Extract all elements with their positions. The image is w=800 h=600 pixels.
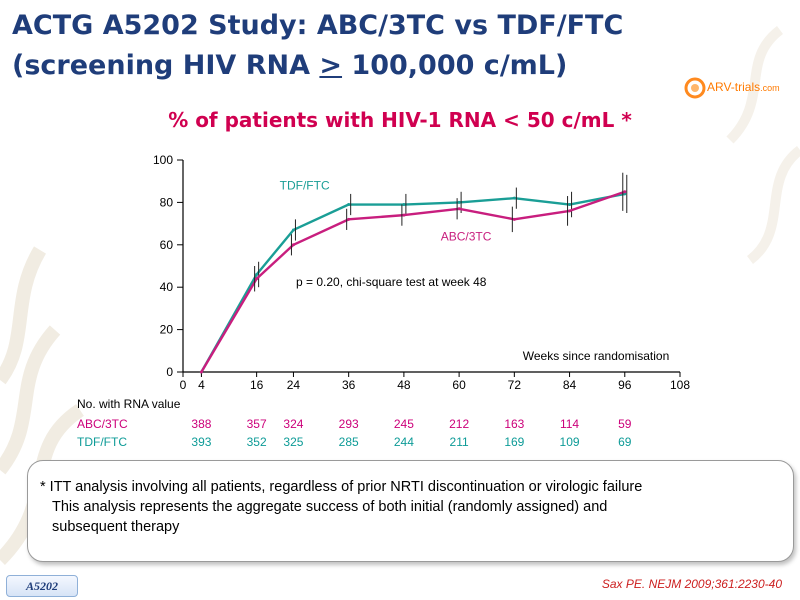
table-cell: 169 bbox=[504, 435, 525, 449]
x-tick-label: 84 bbox=[563, 378, 577, 392]
table-cell: 245 bbox=[393, 417, 414, 431]
x-tick-label: 16 bbox=[250, 378, 264, 392]
data-point bbox=[623, 190, 627, 194]
table-row-tdfftc: TDF/FTC 393 352 325 285 244 211 169 109 … bbox=[0, 435, 800, 451]
data-point bbox=[199, 370, 203, 374]
table-row-label: TDF/FTC bbox=[77, 435, 127, 449]
title-line-1: ACTG A5202 Study: ABC/3TC vs TDF/FTC bbox=[12, 10, 624, 41]
data-point bbox=[568, 203, 572, 207]
data-point bbox=[347, 217, 351, 221]
footnote-line: subsequent therapy bbox=[52, 519, 180, 535]
data-point bbox=[457, 200, 461, 204]
table-cell: 244 bbox=[393, 435, 414, 449]
series-label-tdfftc: TDF/FTC bbox=[280, 179, 330, 193]
table-cell: 212 bbox=[449, 417, 470, 431]
table-cell: 211 bbox=[449, 435, 469, 449]
data-point bbox=[255, 277, 259, 281]
logo-text: ARV-trials bbox=[707, 80, 761, 94]
table-cell: 163 bbox=[504, 417, 525, 431]
table-row-label: ABC/3TC bbox=[77, 417, 128, 431]
data-point bbox=[347, 203, 351, 207]
x-tick-label: 96 bbox=[618, 378, 632, 392]
y-tick-label: 100 bbox=[153, 153, 173, 167]
x-tick-label: 72 bbox=[508, 378, 522, 392]
data-point bbox=[291, 243, 295, 247]
table-cell: 324 bbox=[283, 417, 304, 431]
table-cell: 109 bbox=[559, 435, 580, 449]
chart-title: % of patients with HIV-1 RNA < 50 c/mL * bbox=[168, 108, 632, 132]
table-header: No. with RNA value bbox=[0, 397, 800, 413]
table-cell: 285 bbox=[338, 435, 359, 449]
title-greater-equal-symbol: > bbox=[319, 50, 343, 81]
logo-swirl-icon bbox=[684, 77, 706, 99]
x-axis-label: Weeks since randomisation bbox=[523, 349, 670, 363]
footnote-line: * ITT analysis involving all patients, r… bbox=[40, 479, 643, 495]
table-row-abc3tc: ABC/3TC 388 357 324 293 245 212 163 114 … bbox=[0, 417, 800, 433]
table-header-label: No. with RNA value bbox=[77, 397, 181, 411]
y-tick-label: 20 bbox=[160, 323, 174, 337]
footnote-line: This analysis represents the aggregate s… bbox=[52, 499, 608, 515]
data-point bbox=[402, 203, 406, 207]
table-cell: 388 bbox=[191, 417, 212, 431]
y-tick-label: 60 bbox=[160, 238, 174, 252]
series-label-abc3tc: ABC/3TC bbox=[441, 230, 492, 244]
table-cell: 357 bbox=[246, 417, 267, 431]
x-tick-label: 108 bbox=[670, 378, 690, 392]
data-point bbox=[512, 196, 516, 200]
x-tick-label: 60 bbox=[452, 378, 466, 392]
x-tick-label: 48 bbox=[397, 378, 411, 392]
x-tick-label: 24 bbox=[287, 378, 301, 392]
y-tick-label: 80 bbox=[160, 195, 174, 209]
table-cell: 325 bbox=[283, 435, 304, 449]
x-tick-label: 4 bbox=[198, 378, 205, 392]
slide-title: ACTG A5202 Study: ABC/3TC vs TDF/FTC (sc… bbox=[12, 6, 672, 86]
arv-trials-logo: ARV-trials.com bbox=[684, 76, 794, 100]
y-tick-label: 40 bbox=[160, 280, 174, 294]
table-cell: 59 bbox=[618, 417, 632, 431]
p-value-annotation: p = 0.20, chi-square test at week 48 bbox=[296, 275, 487, 289]
y-tick-label: 0 bbox=[166, 365, 173, 379]
logo-tld: .com bbox=[760, 83, 780, 93]
study-badge: A5202 bbox=[6, 575, 78, 597]
table-cell: 393 bbox=[191, 435, 212, 449]
citation: Sax PE. NEJM 2009;361:2230-40 bbox=[601, 577, 782, 591]
footnote-box: * ITT analysis involving all patients, r… bbox=[27, 460, 794, 562]
x-tick-label: 0 bbox=[180, 378, 187, 392]
data-point bbox=[457, 207, 461, 211]
x-tick-label: 36 bbox=[342, 378, 356, 392]
data-point bbox=[568, 209, 572, 213]
data-point bbox=[512, 217, 516, 221]
data-point bbox=[291, 228, 295, 232]
data-point bbox=[402, 213, 406, 217]
data-point bbox=[255, 272, 259, 276]
title-line-2: (screening HIV RNA > 100,000 c/mL) bbox=[12, 50, 568, 81]
table-cell: 114 bbox=[559, 417, 580, 431]
table-cell: 69 bbox=[618, 435, 632, 449]
table-cell: 293 bbox=[338, 417, 359, 431]
table-cell: 352 bbox=[246, 435, 267, 449]
